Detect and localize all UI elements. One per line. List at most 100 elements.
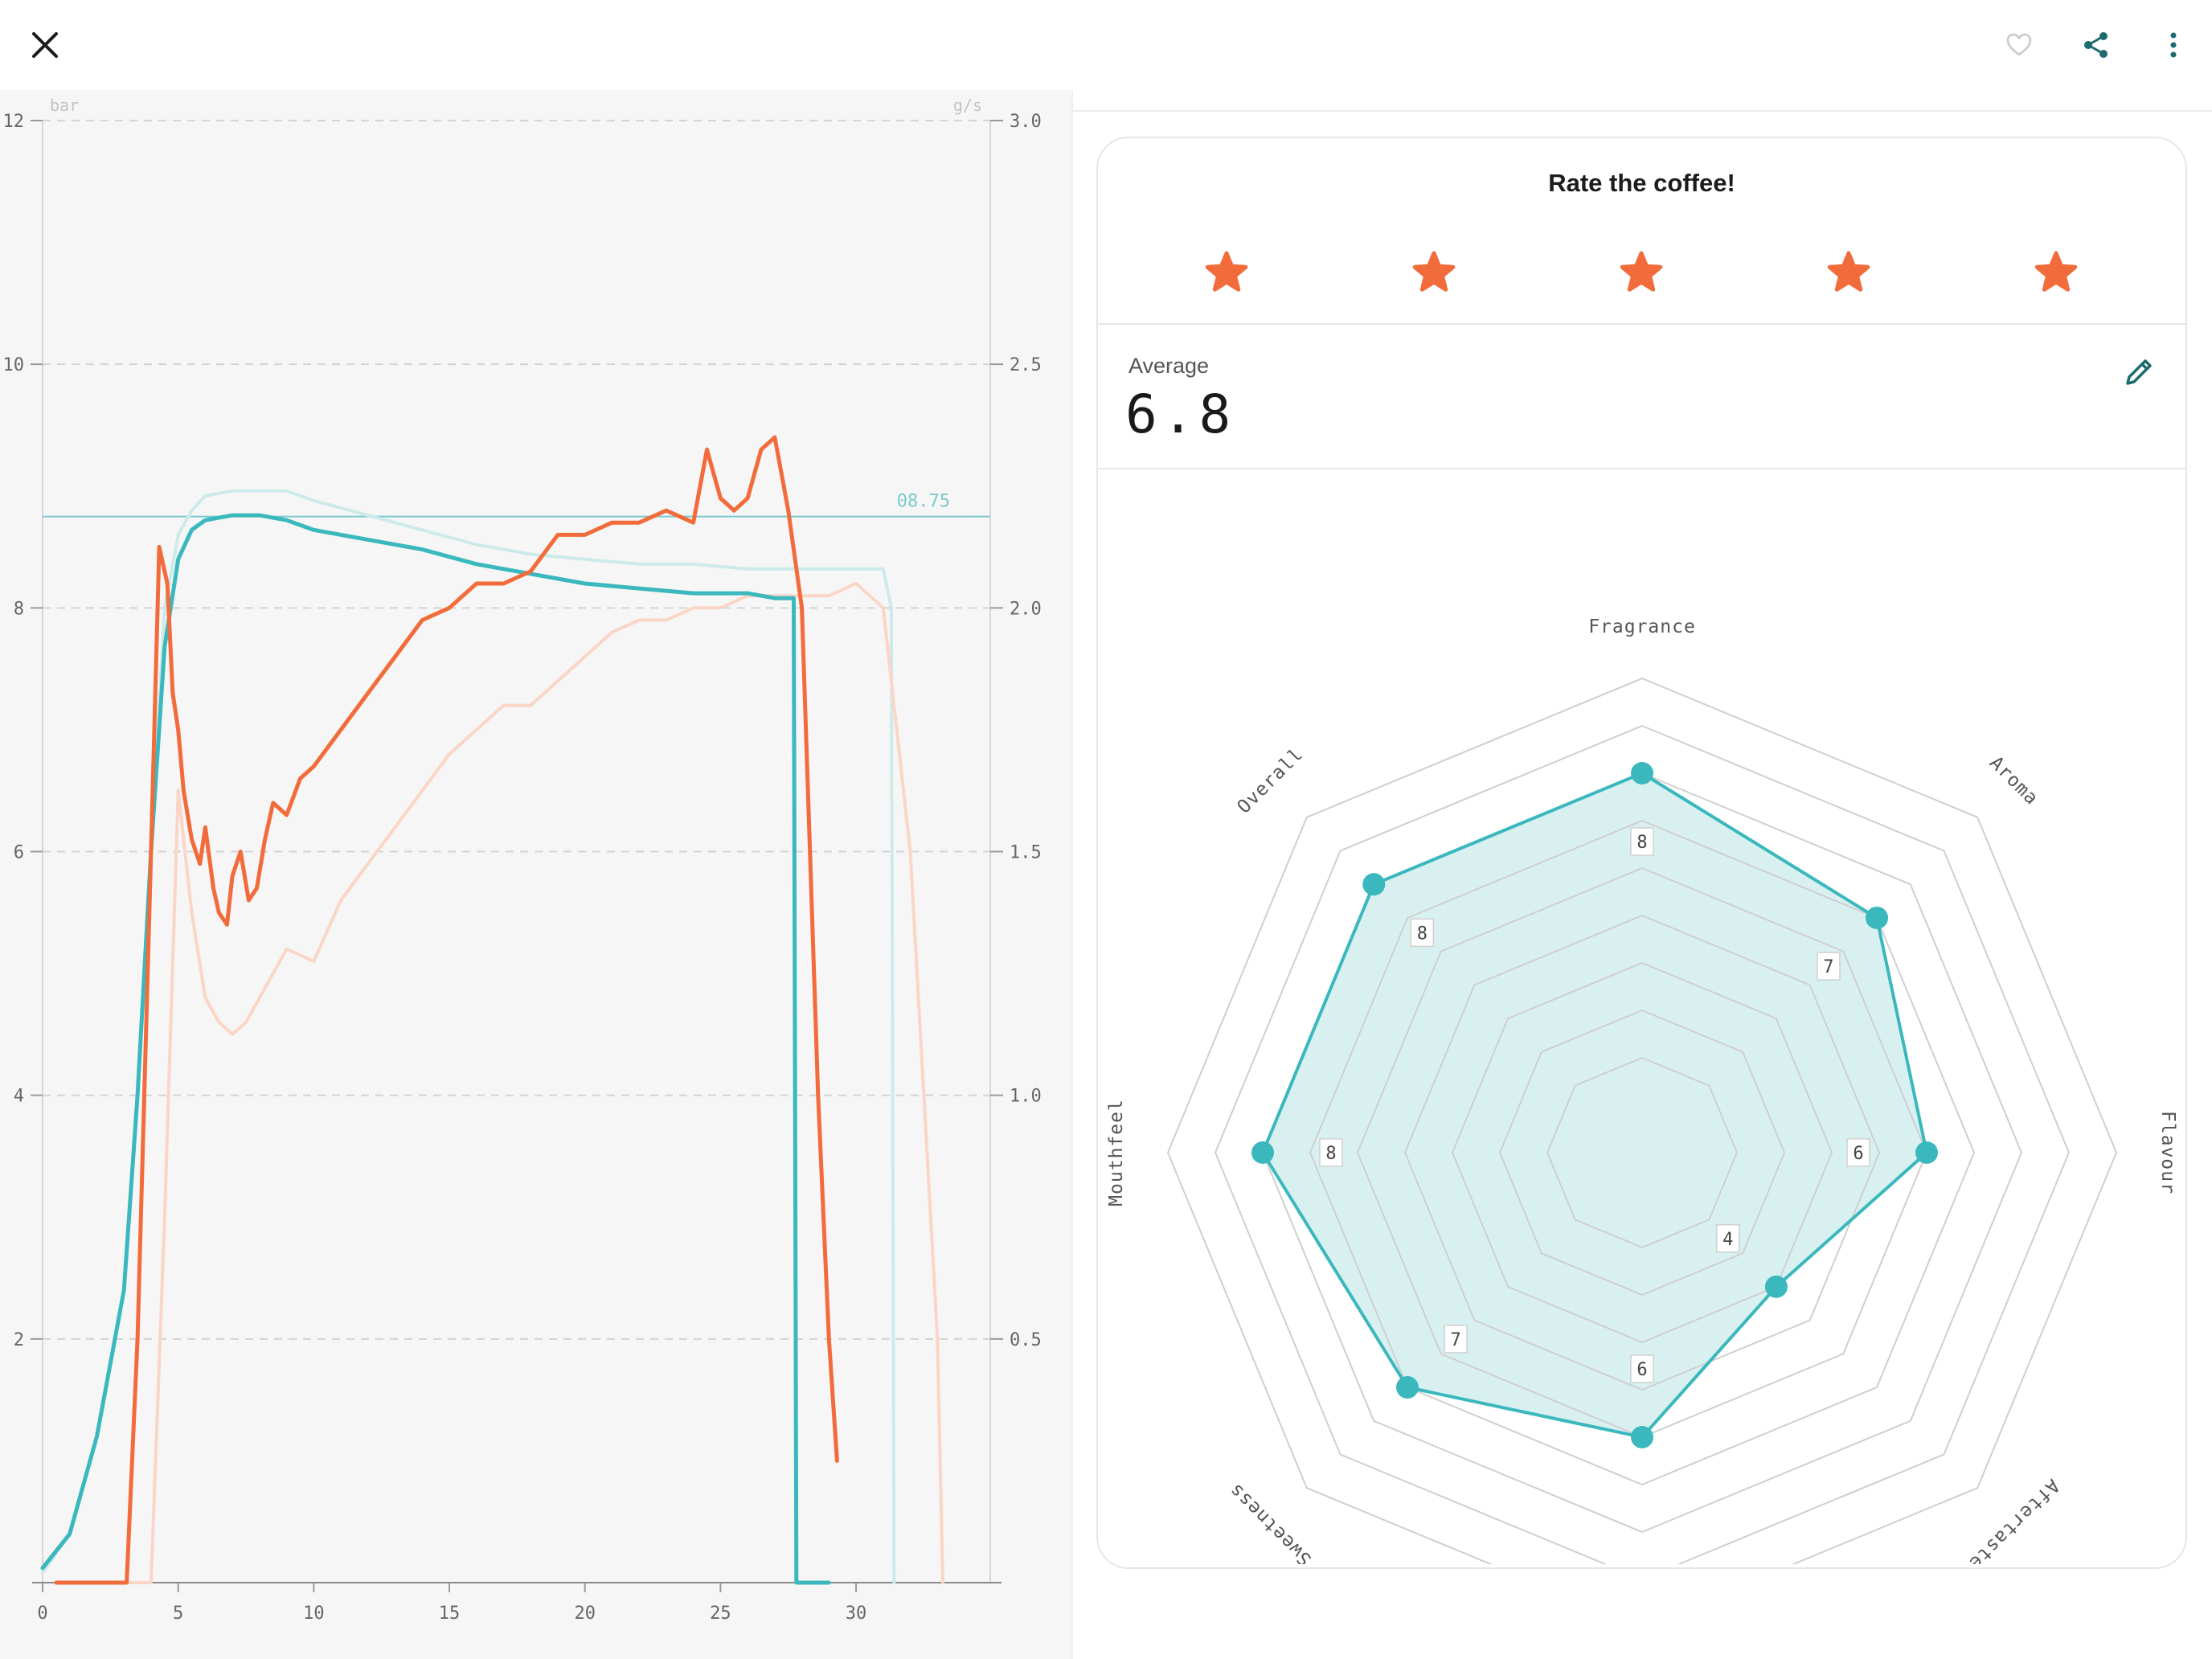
star-icon — [1620, 251, 1663, 292]
x-tick-label: 20 — [574, 1604, 596, 1624]
radar-axis-label: Aroma — [1985, 752, 2042, 809]
radar-ring — [1451, 961, 1833, 1344]
radar-value-badge: 4 — [1716, 1224, 1740, 1253]
radar-value-label: 8 — [1417, 924, 1428, 944]
right-tick-label: 0.5 — [1010, 1330, 1042, 1350]
faded-pressure-line — [54, 582, 944, 1584]
radar-ring — [1546, 1056, 1739, 1249]
right-tick-label: 2.0 — [1010, 599, 1042, 619]
edit-button[interactable] — [2117, 349, 2162, 394]
star-5-button[interactable] — [2019, 235, 2093, 309]
radar-axis-label: Mouthfeel — [1106, 1099, 1127, 1206]
radar-value-label: 8 — [1325, 1144, 1336, 1164]
right-tick-label: 3.0 — [1010, 112, 1042, 132]
radar-value-box — [1410, 918, 1435, 948]
radar-value-box — [1319, 1138, 1343, 1167]
star-icon — [1827, 251, 1870, 292]
left-tick-label: 10 — [3, 355, 25, 375]
star-4-button[interactable] — [1812, 235, 1886, 309]
radar-ring — [1498, 1009, 1786, 1296]
radar-value-badge: 8 — [1319, 1138, 1343, 1167]
radar-point — [1395, 1376, 1419, 1399]
radar-value-box — [1817, 952, 1841, 981]
radar-value-box — [1630, 1354, 1654, 1383]
radar-point — [1362, 873, 1386, 896]
share-button[interactable] — [2067, 16, 2125, 74]
star-icon — [1205, 251, 1248, 292]
radar-value-badge: 7 — [1817, 952, 1841, 981]
star-icon — [2034, 251, 2078, 292]
star-icon — [1412, 251, 1456, 292]
radar-value-label: 6 — [1853, 1144, 1863, 1164]
radar-value-badge: 8 — [1410, 918, 1435, 948]
radar-value-badge: 7 — [1444, 1325, 1468, 1354]
radar-value-badge: 6 — [1630, 1354, 1654, 1383]
radar-value-label: 8 — [1636, 833, 1647, 853]
radar-point — [1251, 1141, 1274, 1164]
x-tick-label: 30 — [846, 1604, 867, 1624]
radar-value-label: 6 — [1636, 1360, 1647, 1380]
share-icon — [2084, 32, 2108, 58]
radar-axis-label: Aftertaste — [1964, 1475, 2063, 1564]
more-options-button[interactable] — [2144, 16, 2202, 74]
left-tick-label: 4 — [14, 1087, 24, 1107]
x-tick-label: 15 — [439, 1604, 461, 1624]
radar-point — [1915, 1141, 1938, 1164]
radar-point — [1866, 906, 1889, 929]
shot-chart: 2 4 6 8 10 12 0.5 1.0 1.5 2.0 2.5 3.0 0 5 10 15 20 25 30 ba… — [3, 96, 1042, 1624]
top-app-bar — [0, 0, 2212, 90]
left-tick-label: 12 — [3, 112, 25, 132]
flavor-radar-chart: 87646788FragranceAromaFlavourAftertasteA… — [1106, 616, 2178, 1564]
radar-axis-label: Sweetness — [1225, 1479, 1316, 1564]
heart-outline-icon — [2006, 33, 2032, 56]
rating-title: Rate the coffee! — [1548, 169, 1735, 197]
radar-value-badge: 6 — [1846, 1138, 1870, 1167]
left-tick-label: 2 — [14, 1330, 24, 1350]
pencil-icon — [2126, 359, 2152, 385]
radar-value-box — [1444, 1325, 1468, 1354]
radar-point — [1631, 1426, 1653, 1448]
radar-value-badge: 8 — [1630, 827, 1654, 856]
right-tick-label: 1.5 — [1010, 843, 1042, 863]
left-axis-unit: bar — [50, 96, 79, 115]
x-tick-label: 0 — [37, 1604, 47, 1624]
right-axis-unit: g/s — [953, 96, 982, 115]
radar-axis-label: Overall — [1234, 744, 1308, 818]
radar-ring — [1309, 819, 1976, 1486]
rating-card: Rate the coffee! Average 6.8 8 7 6 4 6 7 8 8 Fra… — [1096, 137, 2187, 1569]
left-tick-label: 8 — [14, 599, 24, 619]
favorite-button[interactable] — [1990, 16, 2048, 74]
close-button[interactable] — [16, 16, 74, 74]
radar-value-label: 4 — [1722, 1230, 1733, 1250]
header-divider — [1073, 110, 2212, 112]
radar-axis-label: Flavour — [2157, 1111, 2178, 1194]
left-tick-label: 6 — [14, 843, 24, 863]
card-divider — [1098, 323, 2185, 325]
star-3-button[interactable] — [1604, 235, 1678, 309]
radar-value-box — [1716, 1224, 1740, 1253]
star-rating — [1098, 235, 2185, 309]
radar-ring — [1166, 677, 2118, 1564]
pressure-line — [54, 435, 839, 1585]
star-1-button[interactable] — [1190, 235, 1264, 309]
radar-point — [1764, 1275, 1788, 1298]
radar-value-box — [1846, 1138, 1870, 1167]
radar-area — [1263, 773, 1927, 1437]
right-tick-label: 2.5 — [1010, 355, 1042, 375]
x-tick-label: 5 — [173, 1604, 183, 1624]
x-tick-label: 25 — [710, 1604, 731, 1624]
close-icon — [32, 32, 58, 58]
right-tick-label: 1.0 — [1010, 1087, 1042, 1107]
x-tick-label: 10 — [303, 1604, 325, 1624]
average-label: Average — [1129, 354, 1210, 378]
star-2-button[interactable] — [1397, 235, 1471, 309]
radar-value-box — [1630, 827, 1654, 856]
more-vert-icon — [2170, 32, 2177, 58]
radar-point — [1631, 762, 1653, 784]
radar-axis-label: Fragrance — [1588, 616, 1696, 637]
radar-ring — [1214, 724, 2071, 1564]
average-value: 6.8 — [1125, 383, 1236, 445]
radar-ring — [1403, 914, 1881, 1391]
pane-divider — [1071, 90, 1073, 1659]
radar-value-label: 7 — [1823, 957, 1833, 977]
